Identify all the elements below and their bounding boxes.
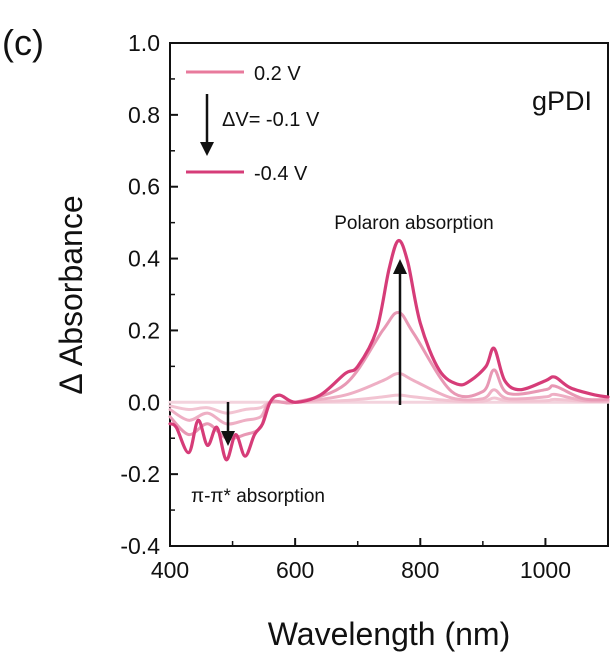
series-line-4	[168, 238, 610, 462]
x-axis-ticks: 400 600 800 1000	[151, 538, 571, 583]
y-tick-label: 0.8	[128, 102, 160, 128]
x-tick-label: 400	[151, 557, 189, 583]
x-tick-label: 800	[401, 557, 439, 583]
y-tick-label: 0.6	[128, 174, 160, 200]
legend: 0.2 V ΔV= -0.1 V -0.4 V	[186, 63, 320, 185]
y-axis-title: Δ Absorbance	[53, 195, 89, 394]
y-tick-label: -0.4	[120, 533, 160, 559]
panel-label: (c)	[2, 22, 44, 63]
y-tick-label: -0.2	[120, 461, 160, 487]
x-tick-label: 600	[276, 557, 314, 583]
polaron-arrow-head	[393, 259, 407, 274]
legend-arrow-head	[200, 142, 214, 156]
legend-label-last: -0.4 V	[254, 163, 308, 185]
y-tick-label: 0.2	[128, 317, 160, 343]
x-tick-label: 1000	[520, 557, 571, 583]
y-tick-label: 0.0	[128, 389, 160, 415]
series-layer	[168, 238, 610, 462]
chart-title: gPDI	[532, 86, 592, 116]
legend-label-step: ΔV= -0.1 V	[222, 109, 320, 131]
pipi-arrow-head	[221, 431, 235, 446]
x-axis-title: Wavelength (nm)	[268, 616, 510, 652]
polaron-annotation: Polaron absorption	[334, 213, 494, 234]
pipi-annotation: π-π* absorption	[191, 486, 325, 507]
series-line-3	[168, 311, 610, 441]
legend-label-first: 0.2 V	[254, 63, 301, 85]
y-axis-ticks: -0.4 -0.2 0.0 0.2 0.4 0.6 0.8 1.0	[120, 30, 178, 559]
y-tick-label: 1.0	[128, 30, 160, 56]
y-tick-label: 0.4	[128, 246, 160, 272]
